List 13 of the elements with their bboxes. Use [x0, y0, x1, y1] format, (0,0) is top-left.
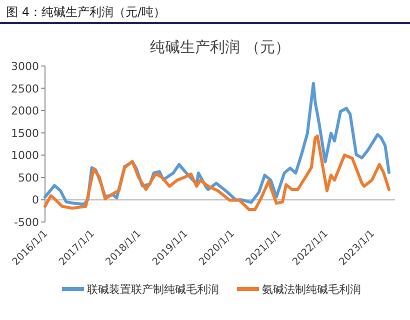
y-tick-label: 0 [32, 194, 39, 207]
line-series [44, 134, 390, 211]
legend-label: 氨碱法制纯碱毛利润 [262, 283, 361, 296]
y-tick-label: -500 [14, 216, 39, 229]
legend-label: 联碱装置联产制纯碱毛利润 [87, 283, 219, 296]
chart-subtitle: 纯碱生产利润 （元） [150, 38, 290, 56]
chart-title: 图 4：纯碱生产利润（元/吨） [6, 5, 166, 19]
y-tick-label: 3000 [11, 60, 39, 73]
y-tick-label: 1000 [11, 149, 39, 162]
y-tick-label: 2000 [11, 104, 39, 118]
y-tick-label: 2500 [11, 82, 39, 96]
y-tick-label: 1500 [11, 126, 39, 140]
y-tick-label: 500 [18, 171, 39, 184]
